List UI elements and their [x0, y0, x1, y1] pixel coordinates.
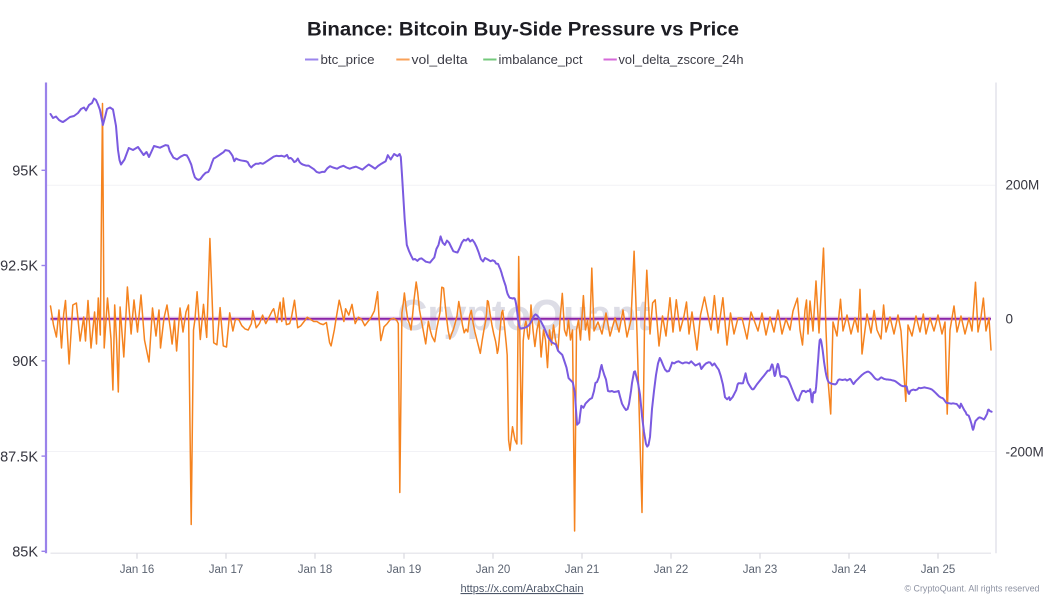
- svg-text:95K: 95K: [12, 164, 38, 180]
- svg-text:87.5K: 87.5K: [0, 449, 38, 465]
- svg-text:Binance: Bitcoin Buy-Side Pres: Binance: Bitcoin Buy-Side Pressure vs Pr…: [307, 19, 739, 41]
- svg-text:200M: 200M: [1006, 178, 1040, 193]
- svg-text:Jan 25: Jan 25: [921, 564, 956, 576]
- svg-text:btc_price: btc_price: [321, 53, 375, 67]
- svg-text:Jan 17: Jan 17: [209, 564, 244, 576]
- svg-text:Jan 23: Jan 23: [743, 564, 778, 576]
- svg-text:Jan 20: Jan 20: [476, 564, 511, 576]
- svg-text:-200M: -200M: [1006, 445, 1044, 460]
- svg-text:Jan 21: Jan 21: [565, 564, 600, 576]
- svg-text:https://x.com/ArabxChain: https://x.com/ArabxChain: [461, 583, 584, 595]
- svg-text:© CryptoQuant. All rights rese: © CryptoQuant. All rights reserved: [905, 584, 1040, 594]
- svg-text:Jan 18: Jan 18: [298, 564, 333, 576]
- svg-text:Jan 24: Jan 24: [832, 564, 867, 576]
- svg-text:Jan 22: Jan 22: [654, 564, 689, 576]
- svg-text:vol_delta_zscore_24h: vol_delta_zscore_24h: [619, 53, 744, 67]
- svg-text:85K: 85K: [12, 545, 38, 561]
- svg-text:Jan 19: Jan 19: [387, 564, 422, 576]
- svg-text:vol_delta: vol_delta: [412, 53, 468, 67]
- svg-text:92.5K: 92.5K: [0, 259, 38, 275]
- svg-text:imbalance_pct: imbalance_pct: [499, 53, 584, 67]
- svg-text:90K: 90K: [12, 354, 38, 370]
- svg-text:Jan 16: Jan 16: [120, 564, 155, 576]
- svg-text:0: 0: [1006, 311, 1014, 326]
